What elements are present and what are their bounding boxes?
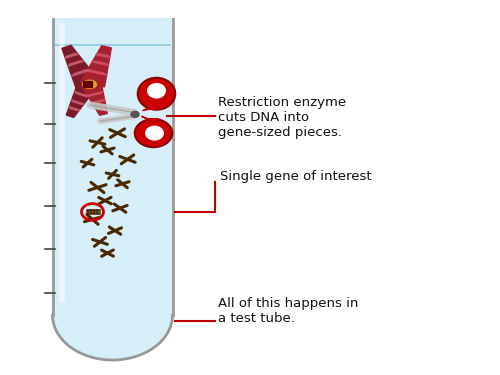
Text: Restriction enzyme
cuts DNA into
gene-sized pieces.: Restriction enzyme cuts DNA into gene-si… bbox=[218, 96, 346, 139]
Polygon shape bbox=[66, 81, 96, 117]
Bar bbox=[84, 81, 92, 87]
Ellipse shape bbox=[135, 119, 172, 147]
Polygon shape bbox=[91, 99, 105, 103]
Polygon shape bbox=[92, 61, 109, 66]
Polygon shape bbox=[142, 116, 158, 120]
Polygon shape bbox=[86, 70, 107, 75]
Polygon shape bbox=[62, 45, 99, 88]
Polygon shape bbox=[80, 46, 112, 87]
Polygon shape bbox=[64, 53, 79, 58]
Polygon shape bbox=[68, 61, 84, 66]
Polygon shape bbox=[96, 54, 110, 58]
Polygon shape bbox=[68, 106, 80, 111]
Polygon shape bbox=[71, 100, 85, 104]
Polygon shape bbox=[87, 92, 103, 96]
Text: Single gene of interest: Single gene of interest bbox=[220, 170, 372, 183]
Polygon shape bbox=[94, 105, 106, 109]
Polygon shape bbox=[72, 70, 91, 76]
Polygon shape bbox=[74, 92, 90, 97]
Polygon shape bbox=[52, 19, 172, 360]
Ellipse shape bbox=[147, 83, 166, 99]
Circle shape bbox=[131, 111, 139, 117]
Text: All of this happens in
a test tube.: All of this happens in a test tube. bbox=[218, 297, 358, 325]
Polygon shape bbox=[142, 107, 162, 111]
Ellipse shape bbox=[145, 126, 164, 141]
Ellipse shape bbox=[138, 78, 175, 110]
Polygon shape bbox=[82, 82, 108, 115]
Ellipse shape bbox=[82, 80, 96, 88]
